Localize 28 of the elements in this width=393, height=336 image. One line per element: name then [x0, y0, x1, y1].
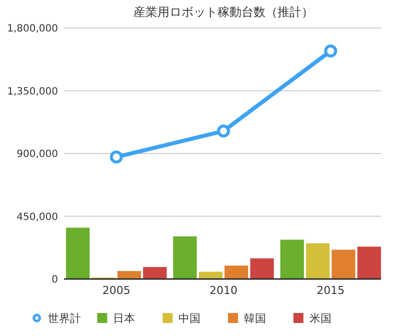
y-tick-label: 450,000	[16, 212, 58, 223]
y-tick-label: 1,800,000	[7, 24, 58, 34]
bar	[280, 240, 304, 279]
legend-label: 日本	[113, 312, 136, 325]
bar	[198, 272, 222, 279]
legend-label: 韓国	[244, 312, 266, 325]
bar	[250, 258, 274, 279]
x-tick-label: 2005	[102, 284, 130, 297]
x-tick-label: 2010	[210, 284, 238, 297]
legend-label: 中国	[178, 312, 201, 325]
bar	[306, 243, 330, 279]
y-tick-label: 1,350,000	[7, 86, 58, 98]
y-tick-label: 0	[52, 274, 58, 286]
bar	[224, 266, 248, 279]
legend-label: 世界計	[48, 312, 81, 325]
legend-label: 米国	[309, 312, 332, 325]
bar	[66, 228, 90, 279]
y-tick-label: 900,000	[16, 149, 58, 160]
chart-title: 産業用ロボット稼動台数（推計）	[134, 5, 314, 19]
bar	[332, 250, 356, 279]
bar	[143, 267, 167, 279]
bar	[357, 246, 381, 279]
point	[324, 44, 338, 58]
bar	[117, 271, 142, 279]
point	[110, 150, 123, 164]
bar	[173, 236, 197, 279]
x-tick-label: 2015	[316, 284, 345, 297]
point	[217, 124, 230, 138]
